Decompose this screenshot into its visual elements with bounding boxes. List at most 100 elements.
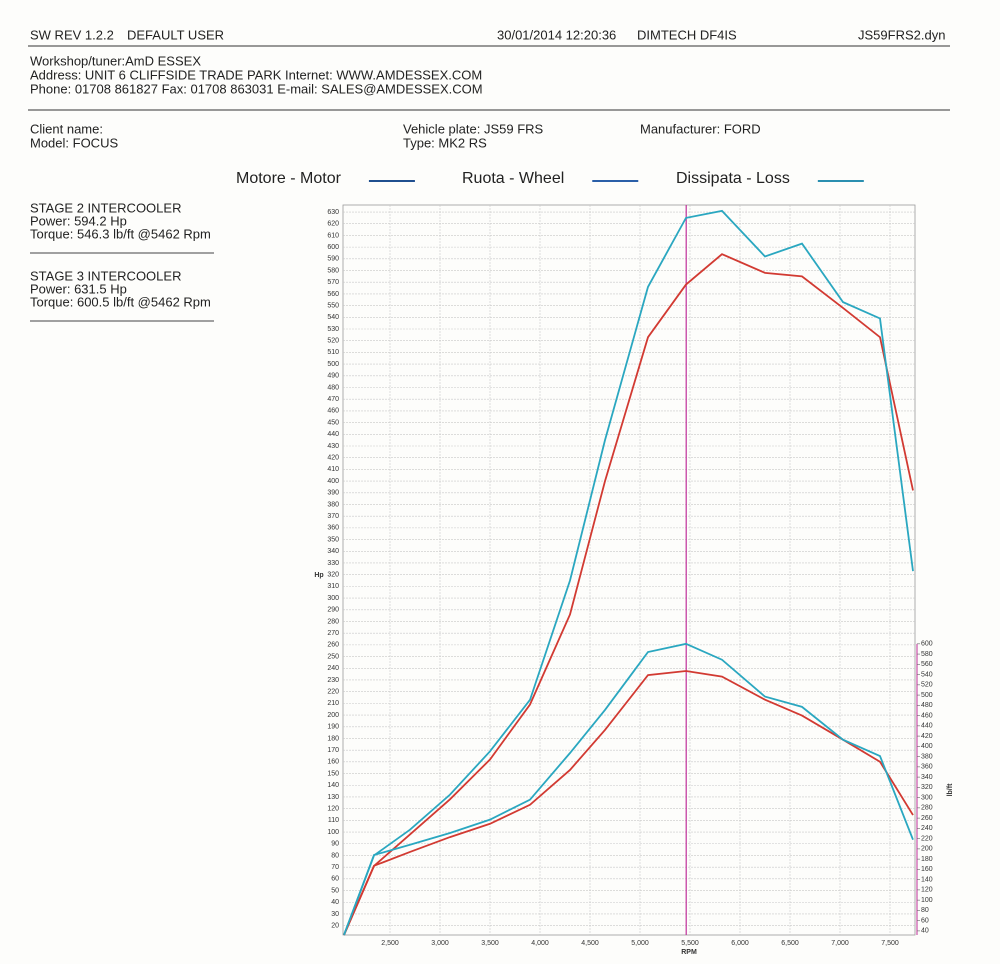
y-tick-label: 60 — [331, 876, 339, 883]
y-tick-label: 550 — [327, 302, 339, 309]
y-tick-label: 500 — [327, 361, 339, 368]
y-tick-label: 630 — [327, 209, 339, 216]
x-tick-label: 2,500 — [381, 940, 399, 947]
y-tick-label: 620 — [327, 221, 339, 228]
y-tick-label: 510 — [327, 349, 339, 356]
y-tick-label: 540 — [327, 314, 339, 321]
y-tick-label: 430 — [327, 443, 339, 450]
contact: Phone: 01708 861827 Fax: 01708 863031 E-… — [30, 81, 483, 96]
y-tick-label: 260 — [327, 642, 339, 649]
y-tick-label: 210 — [327, 700, 339, 707]
y2-axis-label: lb/ft — [947, 783, 954, 796]
y2-tick-label: 600 — [921, 641, 933, 648]
y2-tick-label: 200 — [921, 846, 933, 853]
y-axis-label: Hp — [314, 572, 323, 579]
workshop: Workshop/tuner:AmD ESSEX — [30, 53, 201, 68]
y-tick-label: 200 — [327, 712, 339, 719]
y-tick-label: 100 — [327, 829, 339, 836]
y2-tick-label: 160 — [921, 866, 933, 873]
y-tick-label: 530 — [327, 326, 339, 333]
y2-tick-label: 360 — [921, 764, 933, 771]
y-tick-label: 170 — [327, 747, 339, 754]
y2-tick-label: 400 — [921, 743, 933, 750]
y-tick-label: 270 — [327, 630, 339, 637]
y-tick-label: 320 — [327, 572, 339, 579]
y2-tick-label: 540 — [921, 671, 933, 678]
y-tick-label: 80 — [331, 852, 339, 859]
vehicle-type: Type: MK2 RS — [403, 135, 487, 150]
y-tick-label: 140 — [327, 782, 339, 789]
series-line — [343, 642, 914, 936]
y-tick-label: 360 — [327, 525, 339, 532]
file: JS59FRS2.dyn — [858, 27, 945, 42]
plot-frame — [342, 204, 916, 936]
x-tick-label: 3,500 — [481, 940, 499, 947]
y-tick-label: 350 — [327, 536, 339, 543]
run-torque: Torque: 600.5 lb/ft @5462 Rpm — [30, 294, 211, 309]
y2-tick-label: 560 — [921, 661, 933, 668]
y-tick-label: 290 — [327, 607, 339, 614]
plate: Vehicle plate: JS59 FRS — [403, 121, 544, 136]
y-tick-label: 300 — [327, 595, 339, 602]
y2-tick-label: 240 — [921, 825, 933, 832]
y-tick-label: 610 — [327, 232, 339, 239]
y-tick-label: 230 — [327, 677, 339, 684]
x-tick-label: 7,500 — [881, 940, 899, 947]
x-axis-label: RPM — [681, 949, 697, 956]
dyno: DIMTECH DF4IS — [637, 27, 737, 42]
address: Address: UNIT 6 CLIFFSIDE TRADE PARK Int… — [30, 67, 482, 82]
y-tick-label: 70 — [331, 864, 339, 871]
y2-tick-label: 440 — [921, 723, 933, 730]
y-tick-label: 450 — [327, 419, 339, 426]
y-tick-label: 480 — [327, 384, 339, 391]
x-tick-label: 6,500 — [781, 940, 799, 947]
y2-tick-label: 580 — [921, 651, 933, 658]
y-tick-label: 440 — [327, 431, 339, 438]
model: Model: FOCUS — [30, 135, 118, 150]
y-tick-label: 40 — [331, 899, 339, 906]
legend-label: Motore - Motor — [236, 170, 342, 187]
y-tick-label: 190 — [327, 724, 339, 731]
y-tick-label: 390 — [327, 490, 339, 497]
y-tick-label: 460 — [327, 408, 339, 415]
y-tick-label: 600 — [327, 244, 339, 251]
run-power: Power: 594.2 Hp — [30, 213, 127, 228]
y-tick-label: 30 — [331, 911, 339, 918]
y-tick-label: 90 — [331, 841, 339, 848]
run-power: Power: 631.5 Hp — [30, 281, 127, 296]
x-tick-label: 5,500 — [681, 940, 699, 947]
y-tick-label: 400 — [327, 478, 339, 485]
x-tick-label: 4,500 — [581, 940, 599, 947]
user: DEFAULT USER — [127, 27, 224, 42]
y-tick-label: 180 — [327, 735, 339, 742]
y-tick-label: 410 — [327, 466, 339, 473]
y-tick-label: 380 — [327, 501, 339, 508]
y-tick-label: 160 — [327, 759, 339, 766]
y2-tick-label: 520 — [921, 682, 933, 689]
y-tick-label: 330 — [327, 560, 339, 567]
y2-tick-label: 220 — [921, 835, 933, 842]
y-tick-label: 130 — [327, 794, 339, 801]
client: Client name: — [30, 121, 103, 136]
y-tick-label: 240 — [327, 665, 339, 672]
software: SW REV 1.2.2 — [30, 27, 114, 42]
run-torque: Torque: 546.3 lb/ft @5462 Rpm — [30, 226, 211, 241]
y-tick-label: 420 — [327, 455, 339, 462]
legend-label: Dissipata - Loss — [676, 170, 790, 187]
manufacturer: Manufacturer: FORD — [640, 121, 761, 136]
series-line — [343, 670, 914, 936]
y2-tick-label: 100 — [921, 897, 933, 904]
run-title: STAGE 3 INTERCOOLER — [30, 268, 181, 283]
x-tick-label: 3,000 — [431, 940, 449, 947]
y2-tick-label: 460 — [921, 712, 933, 719]
run-title: STAGE 2 INTERCOOLER — [30, 200, 181, 215]
y2-tick-label: 60 — [921, 917, 929, 924]
y-tick-label: 580 — [327, 267, 339, 274]
y-tick-label: 490 — [327, 373, 339, 380]
y-tick-label: 120 — [327, 805, 339, 812]
y-tick-label: 110 — [328, 817, 339, 824]
y2-tick-label: 120 — [921, 887, 933, 894]
